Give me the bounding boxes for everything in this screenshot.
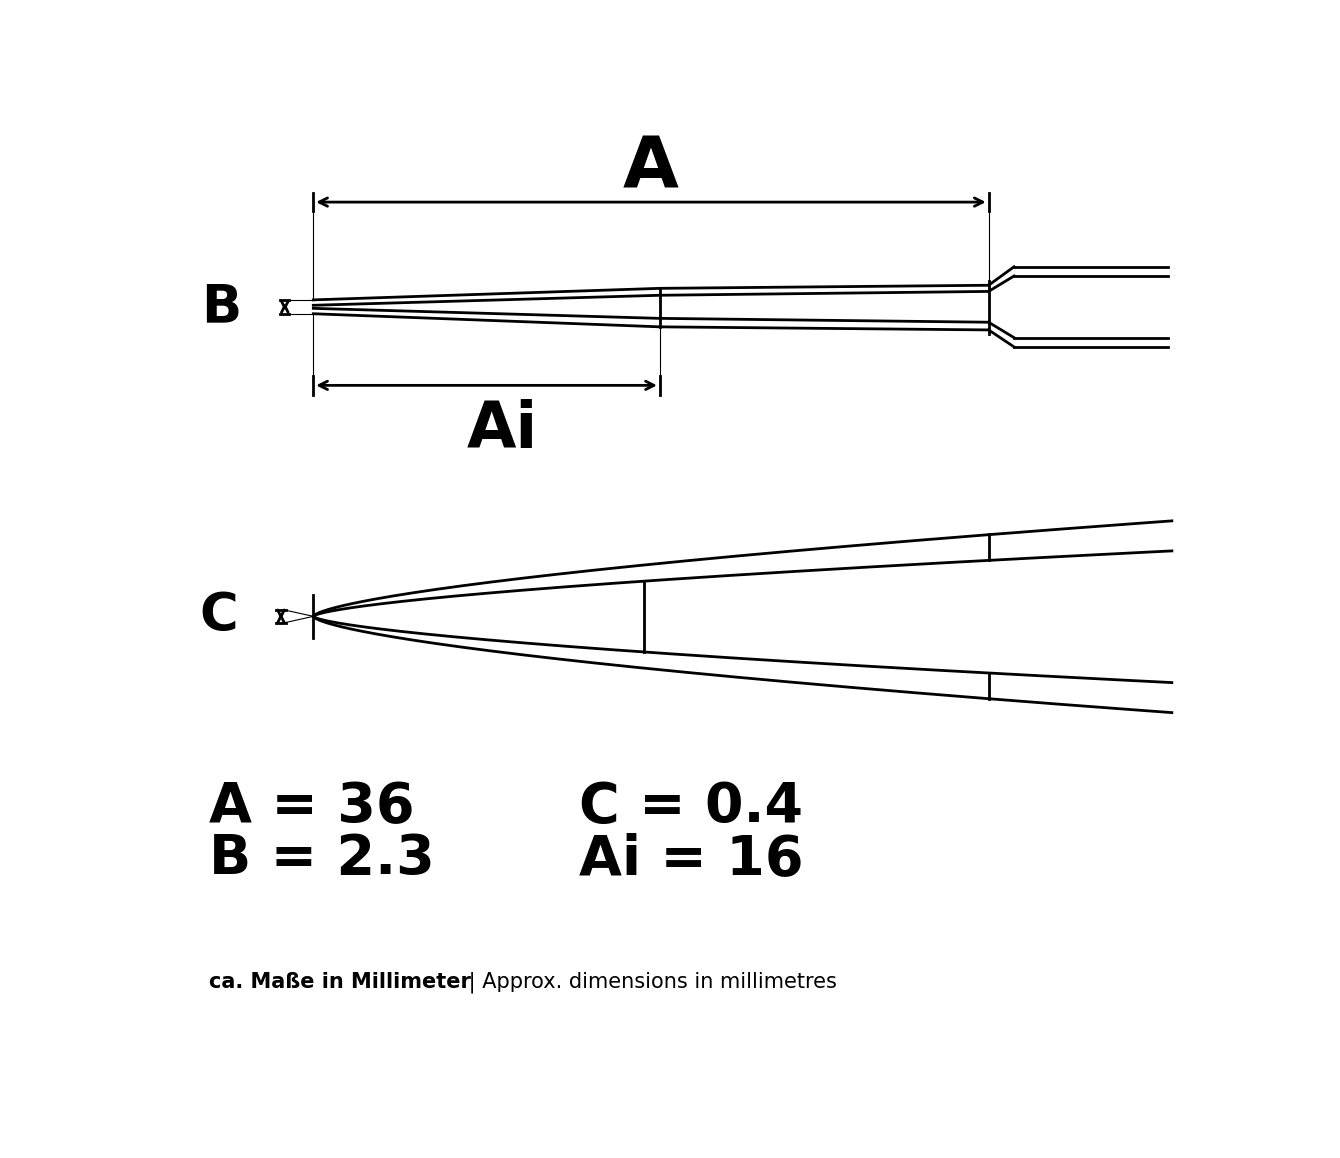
Text: ca. Maße in Millimeter: ca. Maße in Millimeter bbox=[209, 972, 472, 992]
Text: B = 2.3: B = 2.3 bbox=[209, 831, 436, 886]
Text: Ai: Ai bbox=[466, 400, 537, 461]
Text: Ai = 16: Ai = 16 bbox=[579, 831, 804, 886]
Text: B: B bbox=[201, 281, 241, 332]
Text: C = 0.4: C = 0.4 bbox=[579, 780, 803, 834]
Text: A: A bbox=[623, 133, 679, 203]
Text: C: C bbox=[200, 591, 239, 643]
Text: | Approx. dimensions in millimetres: | Approx. dimensions in millimetres bbox=[462, 972, 836, 992]
Text: A = 36: A = 36 bbox=[209, 780, 415, 834]
